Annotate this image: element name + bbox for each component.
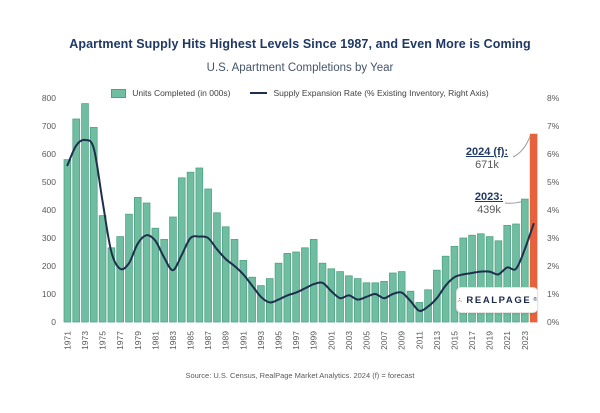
chart-title: Apartment Supply Hits Highest Levels Sin… [69,37,531,51]
svg-text:2023: 2023 [520,331,530,350]
svg-text:400: 400 [42,205,56,215]
svg-text:1985: 1985 [186,331,196,350]
svg-text:6%: 6% [547,149,560,159]
line-series-glyph-icon [250,92,268,94]
svg-text:1973: 1973 [80,331,90,350]
latest-2023-label: 2023: [474,191,504,203]
svg-text:1987: 1987 [203,331,213,350]
forecast-2024-annotation: 2024 (f): 671k [457,146,517,171]
svg-text:8%: 8% [547,93,560,103]
svg-text:2015: 2015 [449,331,459,350]
chart-subtitle: U.S. Apartment Completions by Year [206,62,394,74]
svg-text:2%: 2% [547,261,560,271]
svg-text:7%: 7% [547,121,560,131]
svg-text:100: 100 [42,289,56,299]
svg-text:2001: 2001 [326,331,336,350]
svg-text:2017: 2017 [467,331,477,350]
svg-text:5%: 5% [547,177,560,187]
svg-text:2021: 2021 [502,331,512,350]
registered-mark: ® [533,297,537,303]
chart-legend: Units Completed (in 000s) Supply Expansi… [0,88,600,98]
svg-text:2013: 2013 [432,331,442,350]
svg-text:1971: 1971 [62,331,72,350]
svg-text:1975: 1975 [98,331,108,350]
svg-text:1983: 1983 [168,331,178,350]
svg-text:1991: 1991 [238,331,248,350]
svg-text:2011: 2011 [414,331,424,350]
svg-text:800: 800 [42,93,56,103]
svg-text:2005: 2005 [362,331,372,350]
svg-text:2019: 2019 [485,331,495,350]
svg-text:4%: 4% [547,205,560,215]
svg-text:200: 200 [42,261,56,271]
legend-line-label: Supply Expansion Rate (% Existing Invent… [273,88,489,98]
source-note: Source: U.S. Census, RealPage Market Ana… [185,371,415,380]
svg-text:3%: 3% [547,233,560,243]
svg-text:0: 0 [51,317,56,327]
svg-text:1989: 1989 [221,331,231,350]
realpage-logo-text: REALPAGE [466,294,532,306]
svg-text:0%: 0% [547,317,560,327]
svg-text:1977: 1977 [115,331,125,350]
svg-text:1981: 1981 [150,331,160,350]
svg-text:1995: 1995 [274,331,284,350]
svg-text:300: 300 [42,233,56,243]
forecast-2024-label: 2024 (f): [465,146,509,158]
svg-text:600: 600 [42,149,56,159]
bar-series-swatch-icon [111,88,127,98]
svg-text:700: 700 [42,121,56,131]
realpage-logo: REALPAGE ® [456,287,538,313]
forecast-2024-value: 671k [475,158,499,171]
latest-2023-annotation: 2023: 439k [459,191,519,216]
legend-bars-label: Units Completed (in 000s) [132,88,231,98]
svg-text:2003: 2003 [344,331,354,350]
svg-text:1993: 1993 [256,331,266,350]
svg-text:1999: 1999 [309,331,319,350]
svg-text:500: 500 [42,177,56,187]
svg-text:2007: 2007 [379,331,389,350]
svg-text:1997: 1997 [291,331,301,350]
svg-text:2009: 2009 [397,331,407,350]
realpage-logo-mark-icon [457,297,462,302]
svg-text:1%: 1% [547,289,560,299]
latest-2023-value: 439k [477,203,501,216]
svg-text:1979: 1979 [133,331,143,350]
